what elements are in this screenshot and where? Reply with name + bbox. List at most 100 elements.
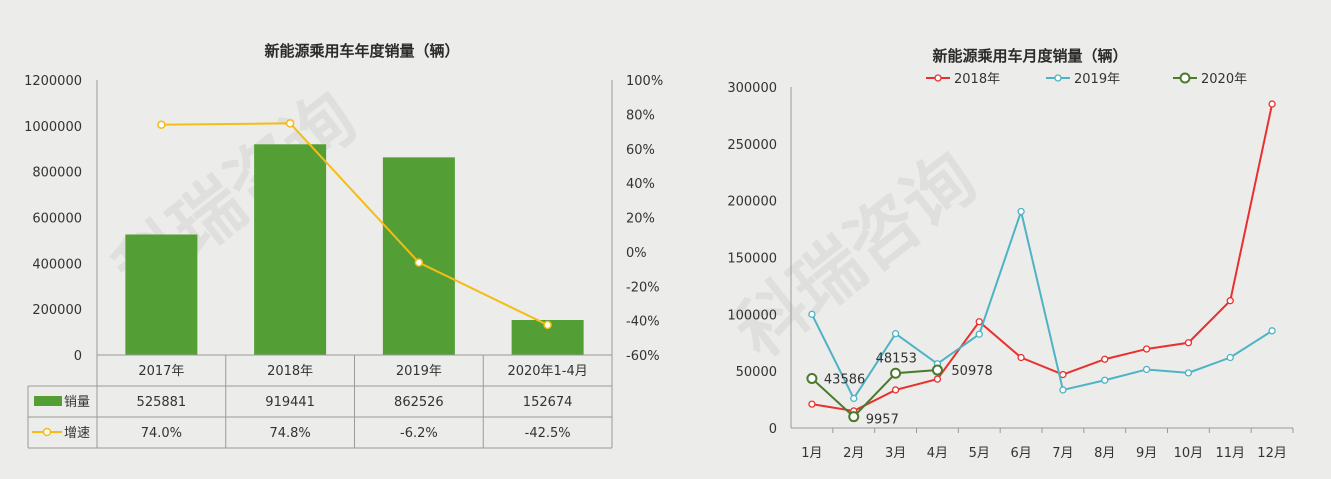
x-axis-tick-label: 4月	[927, 446, 948, 461]
series-point	[1017, 207, 1025, 216]
annual-chart-title: 新能源乘用车年度销量（辆）	[264, 42, 459, 60]
table-value-cell: 862526	[394, 395, 444, 410]
line-legend-marker	[42, 427, 52, 437]
left-axis-tick-label: 400000	[32, 257, 82, 272]
legend-label: 2019年	[1074, 72, 1120, 87]
annual-right-axis-ticks: -60% -40% -20% 0% 20% 40% 60% 80% 100%	[626, 74, 663, 364]
bar-legend-swatch	[34, 396, 62, 406]
series-point	[1226, 297, 1234, 305]
data-label: 50978	[951, 364, 992, 379]
x-axis-tick-label: 1月	[801, 446, 822, 461]
x-axis-tick-label: 8月	[1094, 446, 1115, 461]
table-header-cell: 2017年	[138, 364, 184, 379]
y-axis-tick-label: 250000	[727, 138, 777, 153]
series-point	[1101, 355, 1109, 363]
right-axis-tick-label: 40%	[626, 177, 655, 192]
series-point	[1059, 386, 1067, 394]
annual-sales-chart: 新能源乘用车年度销量（辆） 0 200000 400000 600000 800000 1…	[24, 42, 663, 449]
right-axis-tick-label: 100%	[626, 74, 663, 89]
series-point	[1268, 327, 1276, 335]
x-axis-tick-label: 12月	[1257, 446, 1287, 461]
table-value-cell: 525881	[137, 395, 187, 410]
table-header-cell: 2019年	[396, 364, 442, 379]
sales-bar	[254, 144, 327, 355]
x-axis-tick-label: 11月	[1215, 446, 1245, 461]
left-axis-tick-label: 0	[74, 349, 82, 364]
x-axis-tick-label: 5月	[969, 446, 990, 461]
legend-swatch-marker	[934, 74, 942, 82]
series-line	[811, 207, 1273, 401]
sales-bar	[125, 234, 198, 355]
table-value-cell: 74.0%	[141, 426, 182, 441]
table-value-cell: 152674	[523, 395, 573, 410]
monthly-y-axis-ticks: 0 50000 100000 150000 200000 250000 300000	[727, 81, 777, 437]
y-axis-tick-label: 0	[769, 422, 777, 437]
series-line	[811, 369, 938, 419]
right-axis-tick-label: -40%	[626, 315, 660, 330]
series-point	[1142, 345, 1151, 353]
series-point	[1184, 369, 1193, 377]
series-point	[1268, 100, 1276, 108]
right-axis-tick-label: 20%	[626, 212, 655, 227]
table-header-cell: 2018年	[267, 364, 313, 379]
right-axis-tick-label: -20%	[626, 280, 660, 295]
growth-line	[161, 122, 549, 326]
legend-label: 2018年	[954, 72, 1000, 87]
series-point	[848, 411, 860, 423]
series-point	[808, 400, 816, 408]
growth-point	[285, 119, 295, 128]
right-axis-tick-label: 80%	[626, 108, 655, 123]
annual-left-axis-ticks: 0 200000 400000 600000 800000 1000000 1200000	[24, 74, 82, 364]
left-axis-tick-label: 200000	[32, 303, 82, 318]
left-axis-tick-label: 600000	[32, 212, 82, 227]
y-axis-tick-label: 100000	[727, 308, 777, 323]
table-value-cell: -42.5%	[525, 426, 571, 441]
series-point	[890, 367, 902, 379]
x-axis-tick-label: 6月	[1010, 446, 1031, 461]
monthly-x-axis-ticks: 1月 2月 3月 4月 5月 6月 7月 8月 9月 10月 11月 12月	[801, 428, 1294, 461]
right-axis-tick-label: 0%	[626, 246, 647, 261]
growth-point	[543, 320, 552, 330]
series-point	[975, 318, 983, 326]
legend-swatch-marker	[1179, 72, 1191, 84]
x-axis-tick-label: 3月	[885, 446, 906, 461]
y-axis-tick-label: 50000	[736, 365, 777, 380]
x-axis-tick-label: 2月	[843, 446, 864, 461]
legend-label: 2020年	[1201, 72, 1247, 87]
monthly-legend: 2018年 2019年 2020年	[926, 72, 1247, 87]
right-axis-tick-label: 60%	[626, 143, 655, 158]
series-point	[933, 375, 942, 383]
table-header-cell: 2020年1-4月	[507, 364, 587, 379]
y-axis-tick-label: 150000	[727, 252, 777, 267]
series-point	[850, 394, 858, 403]
line-legend-label: 增速	[64, 426, 90, 441]
monthly-lines: 43586 9957 48153 50978	[806, 100, 1276, 428]
growth-point	[414, 258, 424, 267]
series-point	[1101, 376, 1109, 384]
x-axis-tick-label: 9月	[1136, 446, 1157, 461]
data-label: 48153	[876, 351, 917, 366]
bar-legend-label: 销量	[64, 395, 90, 410]
monthly-chart-title: 新能源乘用车月度销量（辆）	[932, 47, 1127, 65]
series-point	[891, 386, 900, 394]
series-point	[1142, 365, 1151, 374]
data-label: 9957	[866, 413, 899, 428]
series-point	[1017, 353, 1025, 362]
data-label: 43586	[824, 372, 865, 387]
series-point	[975, 330, 983, 338]
x-axis-tick-label: 10月	[1174, 446, 1204, 461]
series-point	[891, 330, 900, 338]
y-axis-tick-label: 300000	[727, 81, 777, 96]
series-point	[931, 364, 943, 376]
table-value-cell: 74.8%	[269, 426, 310, 441]
y-axis-tick-label: 200000	[727, 195, 777, 210]
right-axis-tick-label: -60%	[626, 349, 660, 364]
series-line	[811, 103, 1274, 412]
x-axis-tick-label: 7月	[1052, 446, 1073, 461]
left-axis-tick-label: 800000	[32, 166, 82, 181]
left-axis-tick-label: 1000000	[24, 120, 82, 135]
growth-point	[157, 120, 166, 129]
annual-growth-line	[157, 119, 552, 330]
